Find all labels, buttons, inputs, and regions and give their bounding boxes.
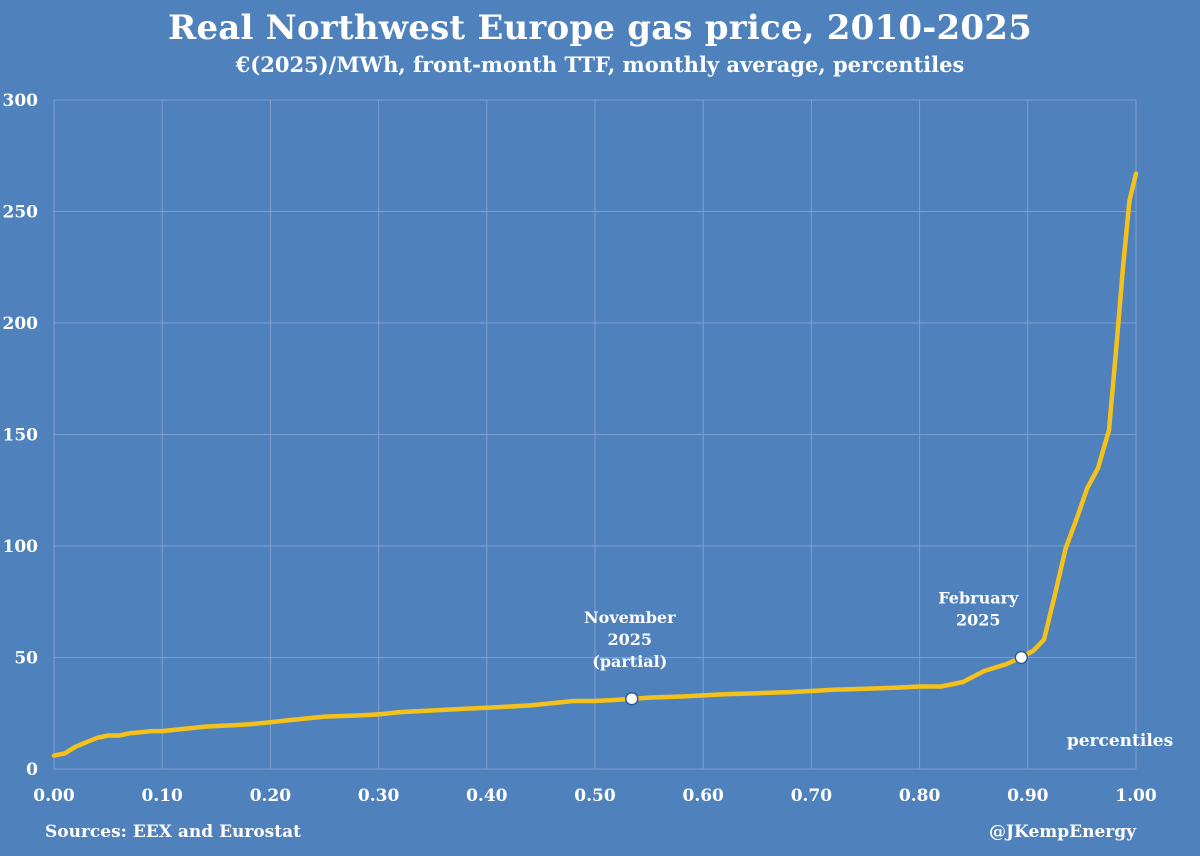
x-tick-label: 0.60 bbox=[682, 786, 724, 806]
x-tick-label: 0.80 bbox=[899, 786, 941, 806]
annotation-marker bbox=[625, 692, 639, 706]
annotation-label: 2025 bbox=[956, 611, 1001, 630]
x-tick-label: 0.70 bbox=[791, 786, 833, 806]
y-tick-label: 200 bbox=[3, 314, 39, 334]
x-tick-label: 0.50 bbox=[574, 786, 616, 806]
y-tick-label: 0 bbox=[26, 760, 38, 780]
x-tick-label: 0.90 bbox=[1007, 786, 1049, 806]
x-tick-label: 0.30 bbox=[358, 786, 400, 806]
annotation-marker bbox=[1014, 650, 1029, 665]
chart-subtitle: €(2025)/MWh, front-month TTF, monthly av… bbox=[235, 52, 965, 77]
y-tick-label: 300 bbox=[3, 91, 39, 111]
series-line bbox=[51, 171, 1139, 758]
sources-note: Sources: EEX and Eurostat bbox=[45, 822, 301, 842]
x-tick-label: 0.20 bbox=[250, 786, 292, 806]
y-tick-label: 150 bbox=[3, 426, 39, 446]
x-tick-label: 0.40 bbox=[466, 786, 508, 806]
annotation-label: (partial) bbox=[592, 652, 667, 671]
annotation-label: February bbox=[938, 589, 1019, 608]
author-credit: @JKempEnergy bbox=[989, 822, 1136, 842]
chart-title: Real Northwest Europe gas price, 2010-20… bbox=[168, 8, 1032, 48]
x-tick-label: 1.00 bbox=[1115, 786, 1157, 806]
annotation-label: November bbox=[584, 608, 676, 627]
x-tick-label: 0.00 bbox=[33, 786, 75, 806]
x-axis-label: percentiles bbox=[1067, 731, 1173, 751]
y-tick-label: 100 bbox=[3, 537, 39, 557]
x-tick-label: 0.10 bbox=[141, 786, 183, 806]
y-tick-label: 50 bbox=[14, 649, 38, 669]
annotation-label: 2025 bbox=[608, 630, 653, 649]
y-tick-label: 250 bbox=[3, 203, 39, 223]
